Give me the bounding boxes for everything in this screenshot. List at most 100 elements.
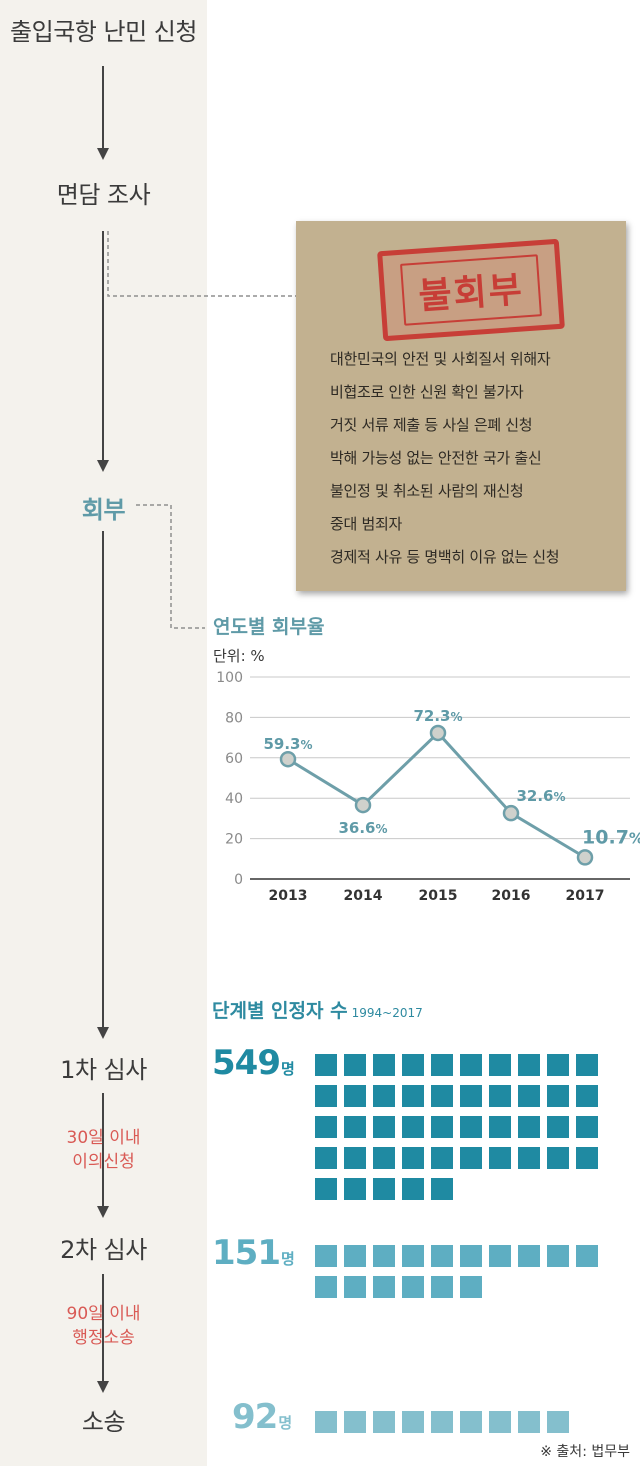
person-square-icon bbox=[460, 1054, 482, 1076]
person-square-icon bbox=[402, 1054, 424, 1076]
person-square-icon bbox=[431, 1054, 453, 1076]
recognized-period: 1994~2017 bbox=[351, 1006, 423, 1020]
person-square-icon bbox=[518, 1411, 540, 1433]
person-square-icon bbox=[373, 1276, 395, 1298]
person-square-icon bbox=[489, 1116, 511, 1138]
person-square-icon bbox=[344, 1411, 366, 1433]
person-square-icon bbox=[518, 1245, 540, 1267]
step-lawsuit: 소송 bbox=[81, 1408, 126, 1436]
note-objection: 30일 이내 이의신청 bbox=[0, 1126, 207, 1174]
person-square-icon bbox=[547, 1116, 569, 1138]
person-square-icon bbox=[344, 1054, 366, 1076]
count-value: 92 bbox=[232, 1397, 278, 1437]
person-square-icon bbox=[489, 1245, 511, 1267]
count-second-review: 151명 bbox=[212, 1233, 295, 1273]
person-square-icon bbox=[489, 1054, 511, 1076]
person-square-icon bbox=[460, 1276, 482, 1298]
reason-item: 비협조로 인한 신원 확인 불가자 bbox=[330, 383, 524, 401]
person-square-icon bbox=[315, 1245, 337, 1267]
person-square-icon bbox=[344, 1245, 366, 1267]
step-first-review: 1차 심사 bbox=[60, 1056, 147, 1084]
person-square-icon bbox=[460, 1116, 482, 1138]
person-square-icon bbox=[547, 1411, 569, 1433]
person-square-icon bbox=[315, 1178, 337, 1200]
person-square-icon bbox=[460, 1411, 482, 1433]
person-square-icon bbox=[576, 1116, 598, 1138]
reason-item: 거짓 서류 제출 등 사실 은폐 신청 bbox=[330, 416, 533, 434]
person-square-icon bbox=[402, 1116, 424, 1138]
icon-grid-second bbox=[315, 1245, 598, 1298]
reason-item: 중대 범죄자 bbox=[330, 515, 402, 533]
person-square-icon bbox=[489, 1085, 511, 1107]
person-square-icon bbox=[547, 1245, 569, 1267]
person-square-icon bbox=[518, 1085, 540, 1107]
chart-unit: 단위: % bbox=[213, 647, 265, 665]
person-square-icon bbox=[373, 1147, 395, 1169]
count-lawsuit: 92명 bbox=[232, 1397, 292, 1437]
note-litigation-deadline: 90일 이내 bbox=[66, 1304, 141, 1324]
person-square-icon bbox=[489, 1147, 511, 1169]
note-litigation-label: 행정소송 bbox=[72, 1328, 135, 1348]
person-square-icon bbox=[460, 1085, 482, 1107]
person-square-icon bbox=[373, 1116, 395, 1138]
data-label-unit: % bbox=[450, 710, 462, 724]
note-objection-deadline: 30일 이내 bbox=[66, 1128, 141, 1148]
person-square-icon bbox=[547, 1147, 569, 1169]
person-square-icon bbox=[431, 1178, 453, 1200]
source-note: ※ 출처: 법무부 bbox=[540, 1444, 630, 1460]
data-point bbox=[279, 750, 297, 768]
person-square-icon bbox=[344, 1116, 366, 1138]
reason-item: 박해 가능성 없는 안전한 국가 출신 bbox=[330, 449, 542, 467]
person-square-icon bbox=[489, 1411, 511, 1433]
person-square-icon bbox=[315, 1085, 337, 1107]
person-square-icon bbox=[431, 1147, 453, 1169]
recognized-title-text: 단계별 인정자 수 bbox=[212, 1000, 348, 1022]
person-square-icon bbox=[373, 1411, 395, 1433]
chart-link bbox=[136, 504, 205, 629]
person-square-icon bbox=[460, 1147, 482, 1169]
person-square-icon bbox=[315, 1116, 337, 1138]
x-tick-label: 2013 bbox=[269, 888, 308, 904]
count-unit: 명 bbox=[278, 1414, 293, 1432]
person-square-icon bbox=[402, 1245, 424, 1267]
count-first-review: 549명 bbox=[212, 1043, 295, 1083]
data-label: 10.7% bbox=[582, 826, 640, 848]
recognized-title: 단계별 인정자 수 1994~2017 bbox=[212, 996, 423, 1023]
data-label: 32.6% bbox=[516, 787, 565, 805]
person-square-icon bbox=[576, 1245, 598, 1267]
person-square-icon bbox=[518, 1116, 540, 1138]
y-tick-label: 40 bbox=[225, 791, 243, 807]
icon-grid-lawsuit bbox=[315, 1411, 598, 1433]
note-objection-label: 이의신청 bbox=[72, 1152, 135, 1172]
data-label: 59.3% bbox=[263, 735, 312, 753]
data-label-unit: % bbox=[300, 738, 312, 752]
step-referral: 회부 bbox=[81, 496, 126, 524]
person-square-icon bbox=[402, 1178, 424, 1200]
y-tick-label: 60 bbox=[225, 751, 243, 767]
person-square-icon bbox=[344, 1085, 366, 1107]
y-tick-label: 20 bbox=[225, 832, 243, 848]
y-tick-label: 0 bbox=[234, 872, 243, 888]
data-label: 72.3% bbox=[413, 707, 462, 725]
data-label-unit: % bbox=[629, 829, 640, 847]
person-square-icon bbox=[373, 1085, 395, 1107]
person-square-icon bbox=[576, 1054, 598, 1076]
rejection-card: 불회부 대한민국의 안전 및 사회질서 위해자 비협조로 인한 신원 확인 불가… bbox=[296, 221, 626, 591]
chart-title: 연도별 회부율 bbox=[213, 616, 325, 638]
person-square-icon bbox=[315, 1276, 337, 1298]
person-square-icon bbox=[315, 1411, 337, 1433]
person-square-icon bbox=[431, 1276, 453, 1298]
person-square-icon bbox=[431, 1085, 453, 1107]
y-tick-label: 80 bbox=[225, 710, 243, 726]
referral-rate-chart: 0 20 40 60 80 100 2013 2014 2015 2016 2017 59.3% 36.… bbox=[216, 670, 640, 904]
count-unit: 명 bbox=[280, 1250, 295, 1268]
x-tick-label: 2015 bbox=[419, 888, 458, 904]
person-square-icon bbox=[547, 1054, 569, 1076]
x-tick-label: 2016 bbox=[492, 888, 531, 904]
data-point bbox=[429, 724, 447, 742]
icon-grid-first bbox=[315, 1054, 598, 1200]
rejection-link bbox=[107, 231, 353, 302]
x-tick-label: 2014 bbox=[344, 888, 383, 904]
data-point bbox=[354, 796, 372, 814]
